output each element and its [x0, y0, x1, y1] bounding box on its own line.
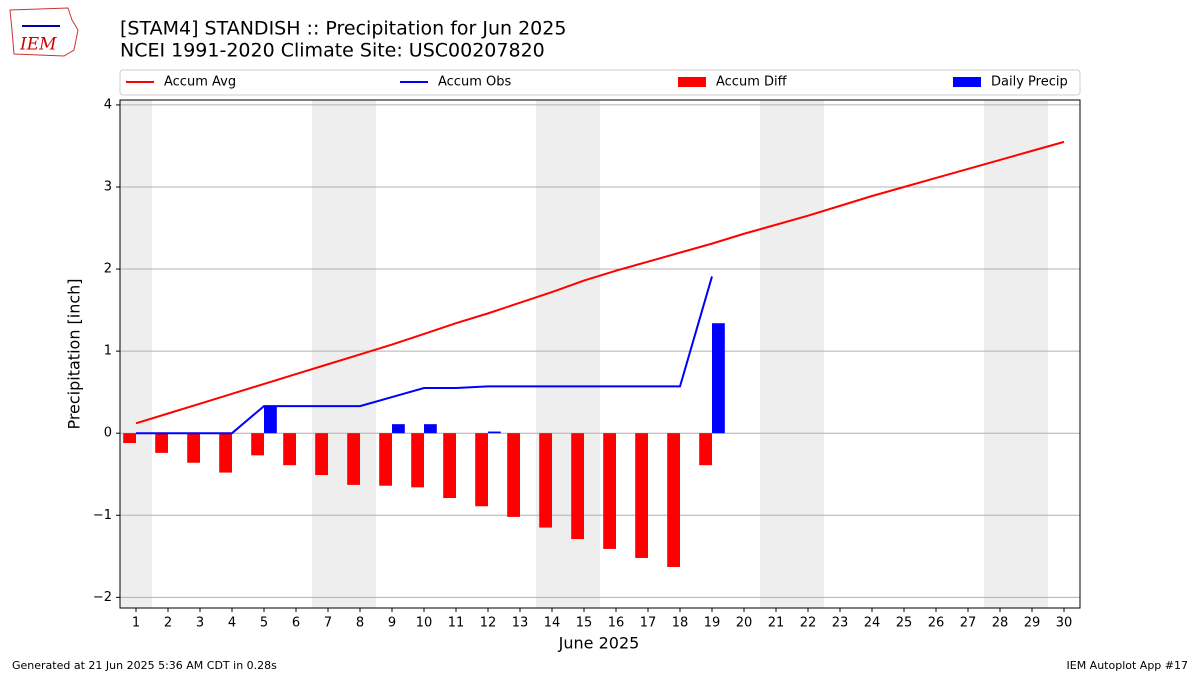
- bar: [315, 433, 328, 476]
- y-axis-label: Precipitation [inch]: [65, 278, 84, 429]
- chart-title: [STAM4] STANDISH :: Precipitation for Ju…: [120, 18, 566, 40]
- logo-text: IEM: [19, 35, 57, 55]
- bar: [539, 433, 552, 528]
- bar: [424, 424, 437, 434]
- x-tick-label: 29: [1024, 616, 1041, 631]
- legend: [119, 69, 1081, 96]
- weekend-band: [120, 100, 152, 608]
- legend-label: Accum Diff: [716, 75, 788, 90]
- x-tick-label: 26: [928, 616, 945, 631]
- x-tick-label: 14: [544, 616, 561, 631]
- x-tick-label: 30: [1056, 616, 1073, 631]
- x-tick-label: 2: [164, 616, 172, 631]
- bar: [219, 433, 232, 473]
- weekend-band: [1016, 100, 1048, 608]
- bar: [699, 433, 712, 466]
- x-tick-label: 16: [608, 616, 625, 631]
- footer-right: IEM Autoplot App #17: [1067, 659, 1189, 672]
- bar: [443, 433, 456, 499]
- weekend-band: [312, 100, 344, 608]
- y-tick-label: 4: [104, 97, 112, 112]
- x-tick-label: 4: [228, 616, 236, 631]
- bar: [635, 433, 648, 558]
- line: [135, 140, 1065, 425]
- bar: [155, 433, 168, 453]
- x-tick-label: 3: [196, 616, 204, 631]
- x-tick-label: 17: [640, 616, 657, 631]
- chart-subtitle: NCEI 1991-2020 Climate Site: USC00207820: [120, 40, 545, 62]
- x-tick-label: 9: [388, 616, 396, 631]
- logo: IEM: [9, 7, 79, 57]
- bar: [264, 406, 277, 434]
- weekend-band: [984, 100, 1016, 608]
- x-tick-label: 19: [704, 616, 721, 631]
- x-tick-label: 20: [736, 616, 753, 631]
- x-tick-label: 23: [832, 616, 849, 631]
- bar: [392, 424, 405, 434]
- weekend-band: [536, 100, 568, 608]
- legend-label: Daily Precip: [991, 75, 1068, 90]
- bar: [571, 433, 584, 540]
- line: [136, 276, 713, 435]
- x-tick-label: 22: [800, 616, 817, 631]
- y-tick-label: −1: [93, 508, 112, 523]
- bar: [488, 431, 501, 434]
- legend-swatch: [678, 77, 706, 87]
- bar: [667, 433, 680, 567]
- x-tick-label: 27: [960, 616, 977, 631]
- plot-frame: [119, 99, 1081, 609]
- y-tick-label: −2: [93, 590, 112, 605]
- bar: [347, 433, 360, 485]
- x-tick-label: 21: [768, 616, 785, 631]
- bar: [187, 433, 200, 463]
- x-tick-label: 15: [576, 616, 593, 631]
- footer-left: Generated at 21 Jun 2025 5:36 AM CDT in …: [12, 659, 277, 672]
- legend-swatch: [953, 77, 981, 87]
- x-tick-label: 5: [260, 616, 268, 631]
- x-tick-label: 6: [292, 616, 300, 631]
- weekend-band: [760, 100, 792, 608]
- x-tick-label: 1: [132, 616, 140, 631]
- bar: [251, 433, 264, 456]
- bar: [712, 323, 725, 434]
- x-tick-label: 24: [864, 616, 881, 631]
- bar: [283, 433, 296, 466]
- x-tick-label: 12: [480, 616, 497, 631]
- bar: [123, 433, 136, 444]
- bar: [411, 433, 424, 488]
- x-tick-label: 28: [992, 616, 1009, 631]
- y-tick-label: 1: [104, 344, 112, 359]
- x-tick-label: 13: [512, 616, 529, 631]
- x-tick-label: 25: [896, 616, 913, 631]
- weekend-band: [792, 100, 824, 608]
- bar: [603, 433, 616, 549]
- x-tick-label: 11: [448, 616, 465, 631]
- x-tick-label: 18: [672, 616, 689, 631]
- x-tick-label: 10: [416, 616, 433, 631]
- legend-label: Accum Obs: [438, 75, 511, 90]
- bar: [379, 433, 392, 486]
- bar: [507, 433, 520, 517]
- x-tick-label: 8: [356, 616, 364, 631]
- y-tick-label: 3: [104, 179, 112, 194]
- x-tick-label: 7: [324, 616, 332, 631]
- y-tick-label: 2: [104, 262, 112, 277]
- x-axis-label: June 2025: [558, 634, 640, 653]
- y-tick-label: 0: [104, 426, 112, 441]
- bar: [475, 433, 488, 507]
- legend-label: Accum Avg: [164, 75, 236, 90]
